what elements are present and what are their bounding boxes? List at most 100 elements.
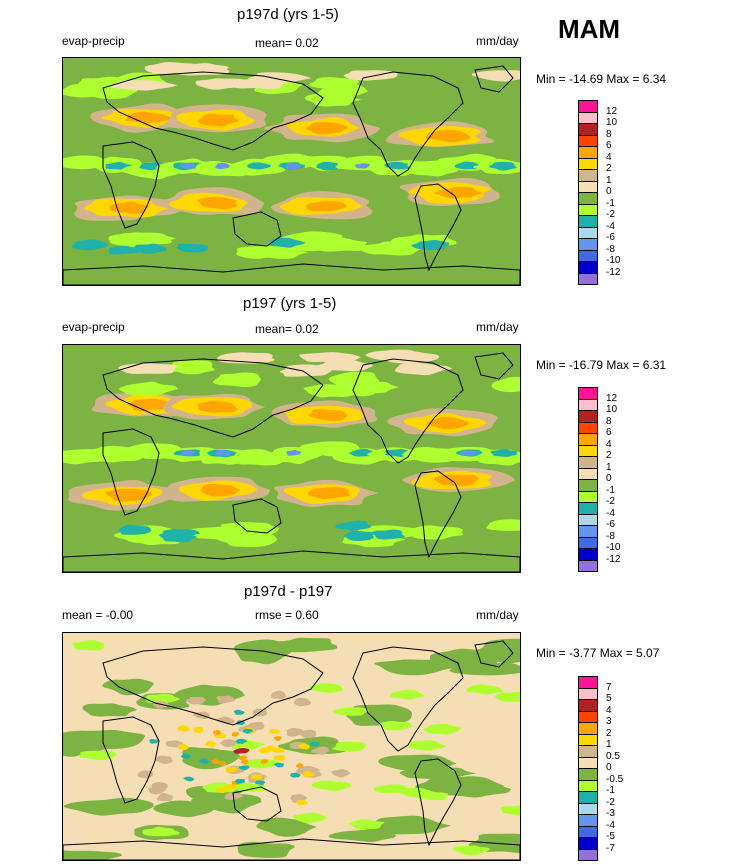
contour-region: [306, 121, 348, 135]
panel1-map-field: [63, 58, 520, 285]
contour-region: [118, 524, 152, 535]
contour-region: [258, 747, 272, 754]
contour-region: [225, 783, 237, 790]
colorbar-label: 1: [606, 461, 612, 473]
colorbar-label: -10: [606, 255, 621, 266]
contour-region: [216, 787, 229, 794]
contour-region: [411, 239, 450, 251]
contour-region: [63, 850, 123, 860]
contour-region: [234, 778, 246, 784]
contour-region: [72, 640, 105, 651]
contour-region: [181, 753, 191, 759]
contour-region: [242, 728, 254, 734]
contour-region: [233, 709, 245, 715]
contour-region: [195, 78, 258, 90]
colorbar-label: -2: [606, 209, 615, 220]
colorbar-swatch: [578, 559, 598, 572]
colorbar-label: -5: [606, 831, 615, 842]
contour-region: [372, 529, 405, 540]
contour-region: [273, 754, 286, 761]
colorbar-label: 2: [606, 450, 612, 461]
contour-region: [233, 748, 250, 754]
contour-region: [185, 696, 207, 705]
contour-region: [238, 755, 247, 761]
contour-region: [219, 739, 238, 748]
contour-region: [183, 776, 195, 782]
coastline: [102, 71, 324, 151]
contour-region: [332, 741, 367, 752]
contour-region: [422, 723, 461, 735]
contour-region: [176, 243, 209, 253]
coastline: [232, 786, 282, 822]
contour-region: [293, 697, 312, 707]
contour-region: [119, 381, 179, 396]
colorbar-label: -4: [606, 507, 615, 519]
contour-region: [212, 729, 221, 735]
coastline: [414, 183, 462, 272]
contour-region: [390, 689, 425, 700]
colorbar-label: 12: [606, 105, 618, 117]
panel1-mean-label: mean= 0.02: [255, 36, 319, 50]
colorbar-label: 8: [606, 128, 612, 140]
panel2-mean-label: mean= 0.02: [255, 322, 319, 336]
contour-region: [211, 759, 220, 765]
coastline: [63, 263, 520, 285]
contour-region: [272, 747, 286, 753]
contour-region: [286, 727, 303, 737]
contour-region: [153, 800, 215, 818]
contour-region: [118, 362, 178, 374]
colorbar-label: -8: [606, 243, 615, 255]
panel3-mean-label: mean = -0.00: [62, 608, 134, 622]
contour-region: [471, 70, 520, 82]
coastline: [63, 838, 520, 860]
contour-region: [198, 758, 210, 764]
coastline: [474, 352, 514, 380]
panel1-map: [62, 57, 521, 286]
contour-region: [237, 841, 295, 858]
coastline: [102, 646, 324, 726]
panel2-map: [62, 344, 521, 573]
season-label: MAM: [558, 14, 621, 44]
contour-region: [268, 728, 281, 734]
contour-region: [373, 784, 407, 794]
colorbar-label: 4: [606, 151, 612, 163]
colorbar-label: -7: [606, 842, 615, 854]
colorbar-label: 0: [606, 186, 612, 197]
contour-region: [459, 450, 477, 456]
contour-region: [285, 449, 302, 456]
panel3-map-field: [63, 633, 520, 860]
panel1-title: p197d (yrs 1-5): [237, 6, 339, 23]
contour-region: [197, 400, 238, 413]
colorbar-label: 3: [606, 716, 612, 727]
contour-region: [71, 239, 109, 251]
panel1-minmax-label: Min = -14.69 Max = 6.34: [536, 72, 667, 86]
panel3-rmse-label: rmse = 0.60: [255, 608, 319, 622]
colorbar-label: 0.5: [606, 750, 620, 762]
colorbar-label: -6: [606, 232, 615, 243]
contour-region: [315, 161, 341, 171]
contour-region: [224, 792, 244, 800]
panel2-minmax-label: Min = -16.79 Max = 6.31: [536, 358, 667, 372]
contour-region: [316, 359, 374, 372]
panel1-units-label: mm/day: [476, 34, 519, 48]
colorbar-label: 6: [606, 140, 612, 151]
colorbar-label: 2: [606, 727, 612, 739]
contour-region: [285, 162, 302, 170]
coastline: [352, 358, 464, 464]
contour-region: [344, 530, 377, 542]
contour-region: [151, 782, 168, 790]
contour-region: [311, 746, 330, 755]
contour-region: [205, 740, 217, 747]
contour-region: [384, 161, 412, 170]
contour-region: [486, 519, 520, 531]
coastline: [352, 646, 464, 752]
contour-region: [399, 787, 433, 798]
contour-region: [452, 845, 490, 856]
contour-region: [156, 793, 174, 801]
colorbar-label: -1: [606, 484, 615, 496]
panel3-map: [62, 632, 521, 861]
contour-region: [331, 382, 381, 397]
colorbar-label: -4: [606, 220, 615, 232]
contour-region: [215, 162, 230, 170]
colorbar-label: 6: [606, 427, 612, 438]
